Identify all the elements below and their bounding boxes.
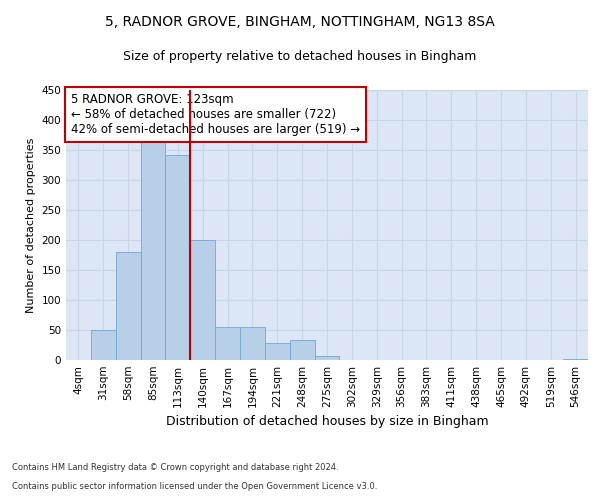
Bar <box>265 342 290 360</box>
Text: 5 RADNOR GROVE: 123sqm
← 58% of detached houses are smaller (722)
42% of semi-de: 5 RADNOR GROVE: 123sqm ← 58% of detached… <box>71 92 361 136</box>
Bar <box>140 139 166 360</box>
Bar <box>290 340 314 360</box>
X-axis label: Distribution of detached houses by size in Bingham: Distribution of detached houses by size … <box>166 416 488 428</box>
Text: Contains public sector information licensed under the Open Government Licence v3: Contains public sector information licen… <box>12 482 377 491</box>
Bar <box>190 240 215 360</box>
Text: Contains HM Land Registry data © Crown copyright and database right 2024.: Contains HM Land Registry data © Crown c… <box>12 464 338 472</box>
Y-axis label: Number of detached properties: Number of detached properties <box>26 138 36 312</box>
Bar <box>116 252 140 360</box>
Bar <box>166 156 190 360</box>
Text: Size of property relative to detached houses in Bingham: Size of property relative to detached ho… <box>124 50 476 63</box>
Text: 5, RADNOR GROVE, BINGHAM, NOTTINGHAM, NG13 8SA: 5, RADNOR GROVE, BINGHAM, NOTTINGHAM, NG… <box>105 15 495 29</box>
Bar <box>91 330 116 360</box>
Bar <box>215 327 240 360</box>
Bar <box>240 327 265 360</box>
Bar <box>314 356 340 360</box>
